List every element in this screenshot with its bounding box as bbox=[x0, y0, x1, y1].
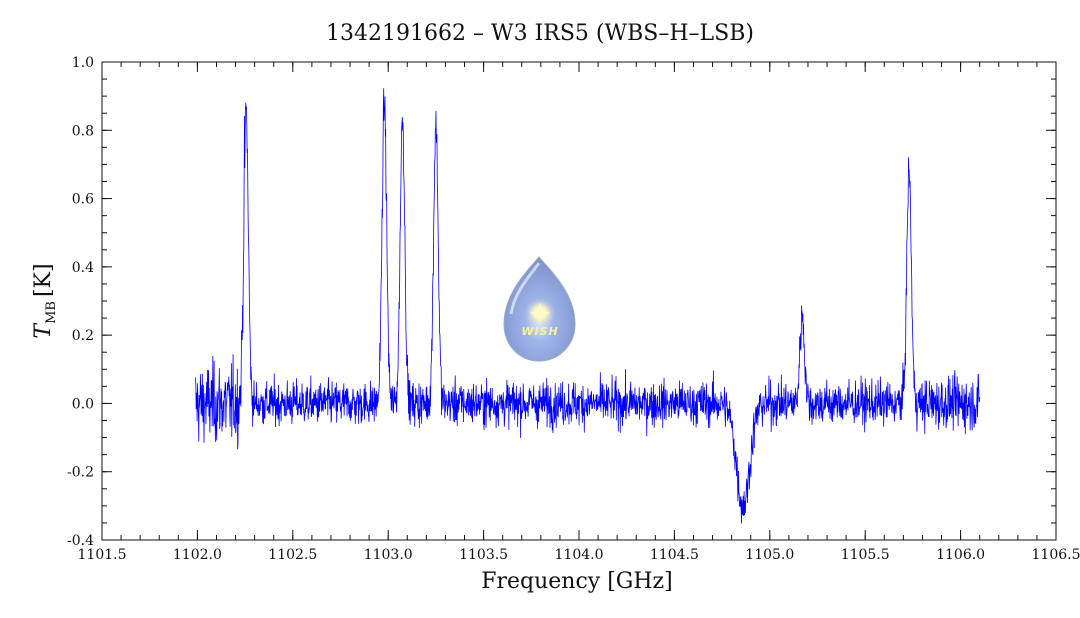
y-tick-labels: -0.4 -0.2 0.0 0.2 0.4 0.6 0.8 1.0 bbox=[67, 55, 94, 549]
x-tick-label: 1106.0 bbox=[936, 547, 985, 563]
y-tick-label: 0.8 bbox=[72, 123, 94, 139]
x-tick-label: 1102.0 bbox=[173, 547, 222, 563]
axis-ticks bbox=[101, 61, 1057, 541]
x-tick-label: 1106.5 bbox=[1032, 547, 1080, 563]
y-tick-label: 0.0 bbox=[72, 396, 94, 412]
x-tick-label: 1105.0 bbox=[745, 547, 794, 563]
y-tick-label: 0.4 bbox=[72, 260, 94, 276]
chart-title: 1342191662 – W3 IRS5 (WBS–H–LSB) bbox=[326, 21, 754, 46]
wish-droplet-logo-icon: WISH bbox=[503, 256, 576, 362]
plot-area bbox=[101, 61, 1057, 541]
y-axis-label-main: T bbox=[31, 322, 56, 339]
x-tick-label: 1104.0 bbox=[555, 547, 604, 563]
spectrum-series-line bbox=[195, 88, 981, 524]
y-axis-label: TMB [K] bbox=[31, 263, 59, 338]
x-tick-labels: 1101.5 1102.0 1102.5 1103.0 1103.5 1104.0 1104… bbox=[78, 547, 1080, 563]
x-tick-label: 1104.5 bbox=[650, 547, 699, 563]
y-tick-label: -0.4 bbox=[67, 533, 94, 549]
x-tick-label: 1103.5 bbox=[459, 547, 508, 563]
y-tick-label: 0.6 bbox=[72, 192, 94, 208]
y-axis-label-unit: [K] bbox=[31, 263, 56, 297]
y-axis-label-subscript: MB bbox=[44, 301, 59, 324]
y-tick-label: 0.2 bbox=[72, 328, 94, 344]
logo-text: WISH bbox=[521, 325, 558, 338]
x-axis-label: Frequency [GHz] bbox=[481, 569, 673, 594]
x-tick-label: 1103.0 bbox=[364, 547, 413, 563]
y-tick-label: 1.0 bbox=[72, 55, 94, 71]
x-tick-label: 1102.5 bbox=[268, 547, 317, 563]
y-tick-label: -0.2 bbox=[67, 465, 94, 481]
x-tick-label: 1105.5 bbox=[841, 547, 890, 563]
x-tick-label: 1101.5 bbox=[78, 547, 127, 563]
